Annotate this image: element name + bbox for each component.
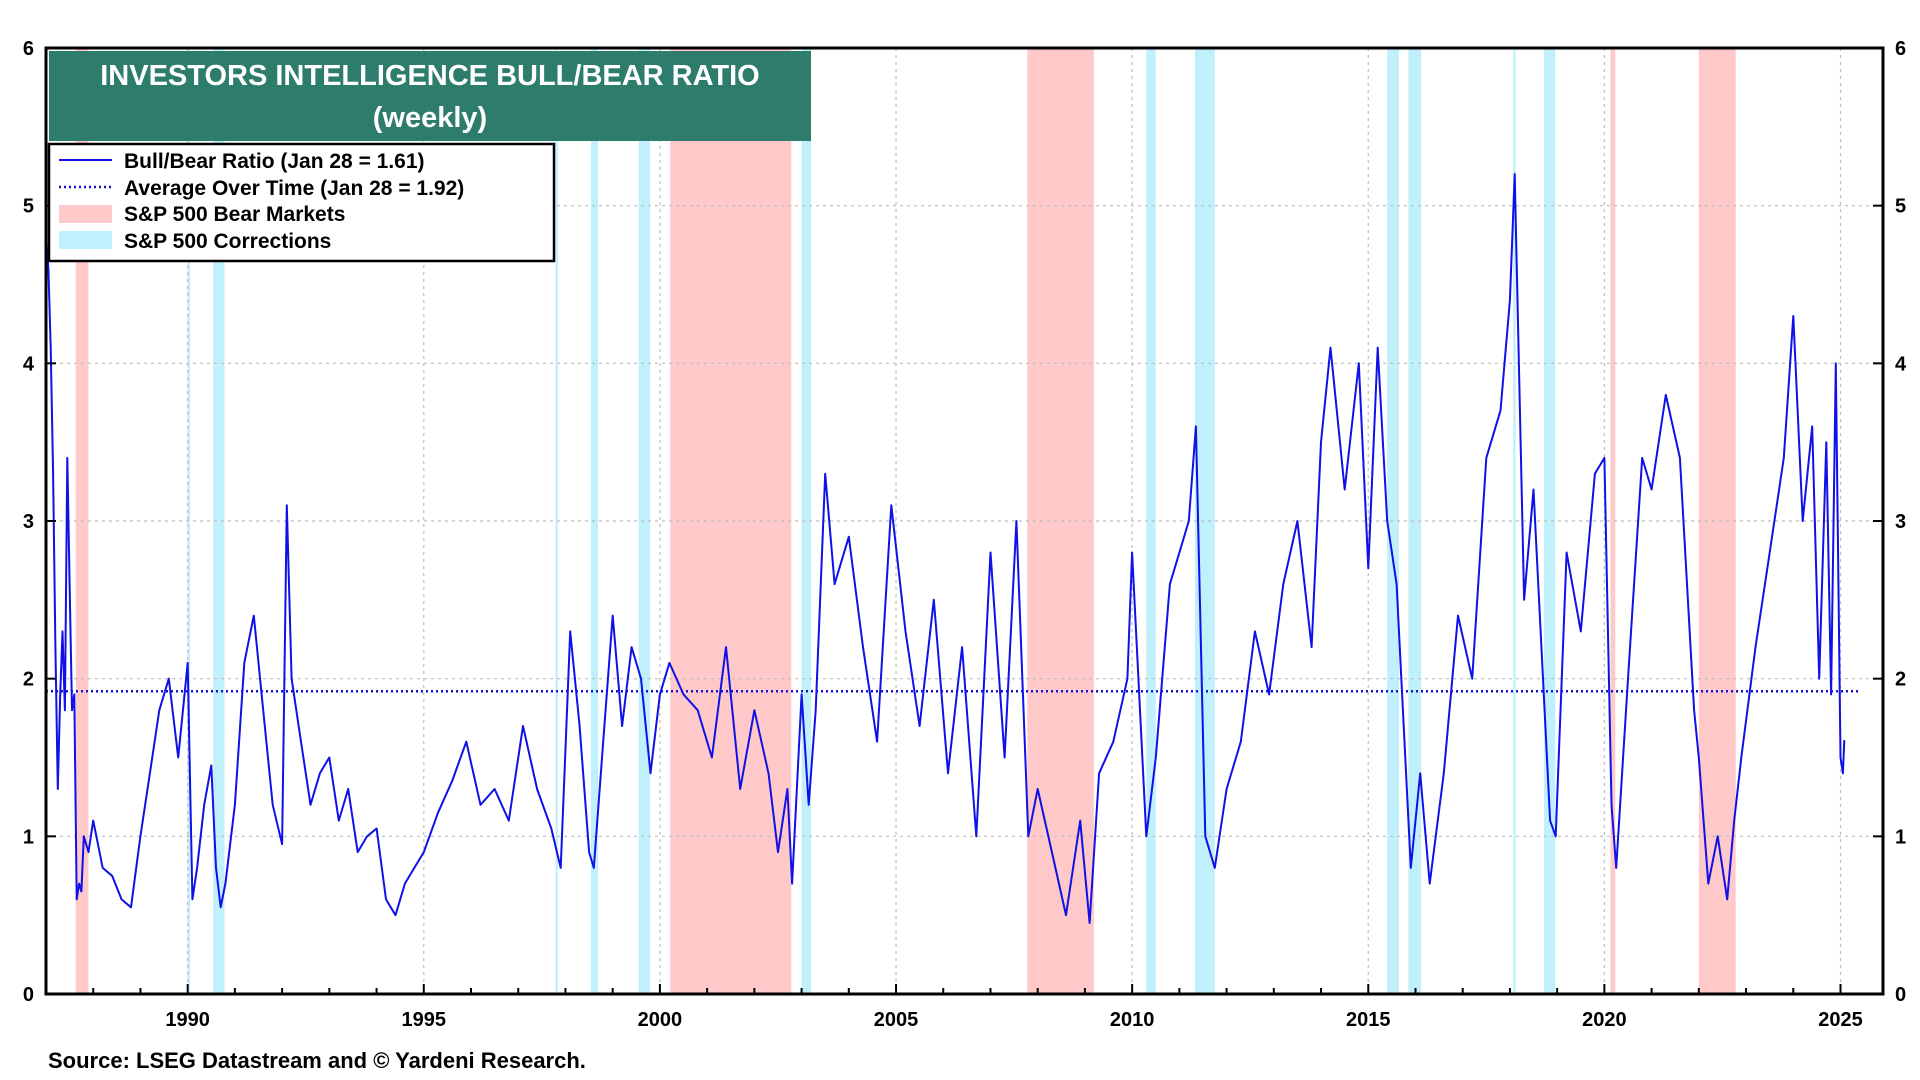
x-tick-label-2000: 2000 (638, 1009, 683, 1031)
legend-label-corrections: S&P 500 Corrections (124, 230, 331, 253)
x-tick-label-2010: 2010 (1110, 1009, 1155, 1031)
y-tick-label-left-6: 6 (23, 38, 34, 60)
bull-bear-ratio-line (45, 173, 1846, 924)
bull-bear-ratio-series (45, 173, 1846, 924)
chart-subtitle: (weekly) (373, 102, 487, 134)
y-tick-label-right-3: 3 (1895, 511, 1906, 533)
chart-title: INVESTORS INTELLIGENCE BULL/BEAR RATIO (100, 60, 760, 92)
bear-market-band-1 (670, 48, 792, 994)
bear-market-band-4 (1698, 48, 1736, 994)
legend-label-average: Average Over Time (Jan 28 = 1.92) (124, 177, 464, 200)
legend-frame (47, 142, 556, 263)
y-tick-label-left-5: 5 (23, 196, 34, 218)
legend: Bull/Bear Ratio (Jan 28 = 1.61) Average … (47, 142, 556, 263)
chart-title-box: INVESTORS INTELLIGENCE BULL/BEAR RATIO (… (49, 51, 811, 141)
legend-swatch-corrections (59, 231, 112, 249)
correction-band-5 (801, 48, 812, 994)
bear-market-band-3 (1610, 48, 1616, 994)
correction-band-7 (1194, 48, 1215, 994)
correction-band-4 (638, 48, 650, 994)
y-tick-label-left-3: 3 (23, 511, 34, 533)
x-tick-label-1995: 1995 (402, 1009, 447, 1031)
correction-band-6 (1146, 48, 1156, 994)
x-tick-label-2015: 2015 (1346, 1009, 1391, 1031)
source-note: Source: LSEG Datastream and © Yardeni Re… (48, 1048, 586, 1073)
correction-band-9 (1408, 48, 1422, 994)
x-tick-label-2005: 2005 (874, 1009, 919, 1031)
y-tick-label-right-0: 0 (1895, 984, 1906, 1006)
x-tick-label-1990: 1990 (165, 1009, 210, 1031)
x-tick-labels: 1990 1995 2000 2005 2010 2015 2020 2025 (165, 1009, 1862, 1031)
correction-band-11 (1543, 48, 1556, 994)
legend-swatch-bear (59, 205, 112, 223)
x-tick-label-2020: 2020 (1582, 1009, 1627, 1031)
y-tick-label-left-0: 0 (23, 984, 34, 1006)
correction-band-1 (213, 48, 225, 994)
correction-band-10 (1513, 48, 1516, 994)
y-tick-label-left-2: 2 (23, 669, 34, 691)
y-tick-label-right-5: 5 (1895, 196, 1906, 218)
y-tick-label-left-1: 1 (23, 826, 34, 848)
y-tick-label-right-6: 6 (1895, 38, 1906, 60)
axis-ticks (45, 47, 1883, 995)
y-tick-label-right-2: 2 (1895, 669, 1906, 691)
legend-label-bear: S&P 500 Bear Markets (124, 203, 345, 226)
y-tick-labels: 0 0 1 1 2 2 3 3 4 4 5 5 6 6 (23, 38, 1907, 1006)
y-tick-label-right-4: 4 (1895, 353, 1907, 375)
correction-band-8 (1387, 48, 1399, 994)
y-tick-label-right-1: 1 (1895, 826, 1906, 848)
legend-label-ratio: Bull/Bear Ratio (Jan 28 = 1.61) (124, 150, 425, 173)
y-tick-label-left-4: 4 (23, 353, 35, 375)
correction-band-2 (555, 48, 558, 994)
title-background (49, 51, 811, 141)
x-tick-label-2025: 2025 (1818, 1009, 1863, 1031)
